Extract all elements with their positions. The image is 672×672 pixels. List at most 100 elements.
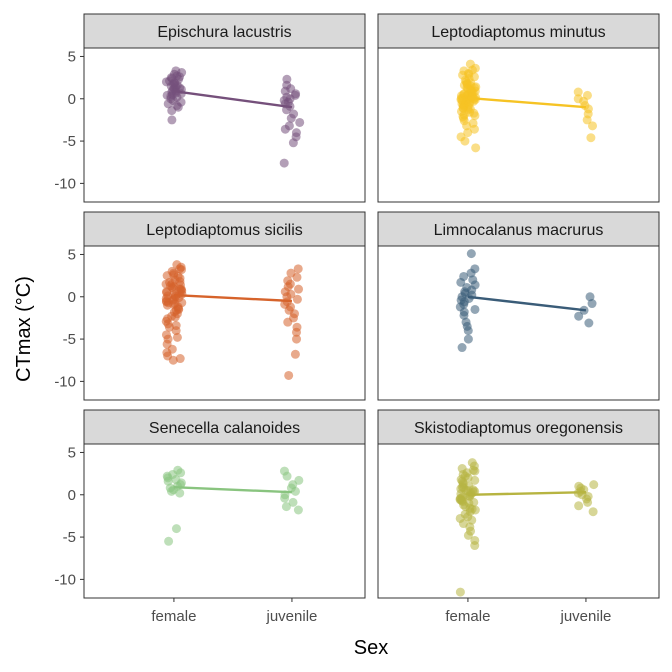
y-tick-label: 0	[68, 289, 76, 306]
data-point	[582, 115, 592, 125]
facet-panel: Limnocalanus macrurus	[377, 211, 660, 401]
panel-border	[83, 245, 366, 401]
facet-strip	[83, 211, 366, 247]
data-point	[470, 304, 480, 314]
data-point	[462, 121, 472, 131]
data-point	[288, 497, 298, 507]
data-point	[462, 83, 472, 93]
y-axis-title: CTmax (°C)	[13, 276, 35, 382]
y-tick-label: -5	[63, 529, 76, 546]
data-point	[292, 334, 302, 344]
panel-border	[83, 443, 366, 599]
data-point	[167, 115, 177, 125]
x-tick-label: juvenile	[560, 608, 612, 625]
plot-background	[378, 48, 659, 202]
facet-strip	[377, 409, 660, 445]
data-point	[164, 536, 174, 546]
data-point	[293, 264, 303, 274]
data-point	[455, 513, 465, 523]
y-tick-label: 0	[68, 91, 76, 108]
data-point	[573, 87, 583, 97]
data-point	[170, 312, 180, 322]
data-point	[281, 502, 291, 512]
data-point	[587, 299, 597, 309]
facet-panel: Epischura lacustris 5 0 -5 -10	[54, 13, 366, 203]
data-point	[282, 471, 292, 481]
plot-background	[378, 246, 659, 400]
facet-title: Skistodiaptomus oregonensis	[414, 420, 623, 437]
data-point	[167, 106, 177, 116]
x-tick-label: female	[151, 608, 196, 625]
data-point	[459, 310, 469, 320]
data-point	[162, 300, 172, 310]
data-point	[290, 486, 300, 496]
data-point	[467, 504, 477, 514]
data-point	[467, 515, 477, 525]
data-point	[295, 117, 305, 127]
plot-background	[84, 48, 365, 202]
data-point	[455, 587, 465, 597]
facet-title: Epischura lacustris	[157, 24, 291, 41]
data-point	[466, 249, 476, 259]
facet-title: Leptodiaptomus sicilis	[146, 222, 303, 239]
x-tick-label: juvenile	[266, 608, 318, 625]
facet-strip	[377, 13, 660, 49]
x-tick-label: female	[445, 608, 490, 625]
data-point	[163, 476, 173, 486]
data-point	[177, 298, 187, 308]
trend-line	[467, 491, 586, 496]
data-point	[163, 99, 173, 109]
data-point	[467, 65, 477, 75]
y-tick-label: 0	[68, 487, 76, 504]
trend-line	[173, 89, 293, 109]
y-tick-label: -10	[54, 571, 76, 588]
data-point	[164, 322, 174, 332]
data-point	[584, 318, 594, 328]
data-point	[466, 268, 476, 278]
data-point	[280, 493, 290, 503]
data-point	[175, 488, 185, 498]
data-point	[471, 143, 481, 153]
facet-title: Limnocalanus macrurus	[434, 222, 604, 239]
panel-border	[83, 47, 366, 203]
data-point	[463, 530, 473, 540]
facet-panel: Leptodiaptomus minutus	[377, 13, 660, 203]
plot-background	[84, 444, 365, 598]
data-point	[292, 272, 302, 282]
data-point	[176, 468, 186, 478]
data-point	[279, 158, 289, 168]
data-point	[574, 311, 584, 321]
data-point	[291, 327, 301, 337]
data-point	[463, 128, 473, 138]
facet-title: Leptodiaptomus minutus	[431, 24, 605, 41]
data-point	[174, 304, 184, 314]
facet-panel: Leptodiaptomus sicilis 5 0 -5 -10	[54, 211, 366, 401]
y-tick-label: -10	[54, 373, 76, 390]
plot-background	[84, 246, 365, 400]
data-point	[457, 343, 467, 353]
data-point	[283, 317, 293, 327]
y-tick-label: -5	[63, 133, 76, 150]
data-point	[589, 480, 599, 490]
data-point	[574, 501, 584, 511]
data-point	[455, 495, 465, 505]
data-point	[470, 475, 480, 485]
data-point	[470, 541, 480, 551]
data-point	[288, 138, 298, 148]
facet-panels: Epischura lacustris50-5-10Leptodiaptomus…	[54, 13, 660, 625]
trend-line	[467, 96, 587, 109]
data-point	[171, 321, 181, 331]
facet-panel: Senecella calanoides 5 0 -5 -10 female juvenil…	[54, 409, 366, 625]
data-point	[286, 113, 296, 123]
data-point	[465, 107, 475, 117]
data-point	[162, 348, 172, 358]
plot-background	[378, 444, 659, 598]
x-axis-title: Sex	[354, 637, 388, 659]
trend-line	[467, 295, 587, 312]
facet-strip	[377, 211, 660, 247]
data-point	[292, 294, 302, 304]
data-point	[585, 292, 595, 302]
data-point	[463, 326, 473, 336]
data-point	[460, 136, 470, 146]
